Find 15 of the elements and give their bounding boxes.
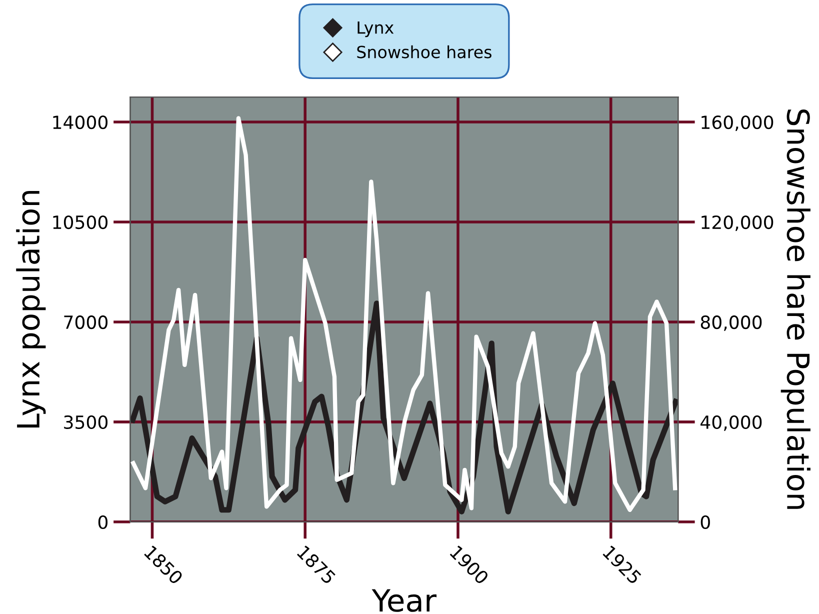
y2-axis-title: Snowshoe hare Population bbox=[780, 110, 810, 509]
legend-label: Lynx bbox=[358, 21, 394, 38]
y-tick-label: 3500 bbox=[64, 415, 108, 430]
y2-tick-label: 120,000 bbox=[702, 215, 774, 231]
legend-label: Snowshoe hares bbox=[357, 45, 492, 58]
y-tick-label: 7000 bbox=[64, 315, 108, 330]
y2-tick-label: 160,000 bbox=[702, 115, 774, 131]
y2-tick-label: 40,000 bbox=[700, 415, 762, 431]
y2-tick-label: 0 bbox=[700, 515, 710, 530]
y-tick-label: 0 bbox=[98, 515, 108, 530]
y-tick-label: 10500 bbox=[53, 215, 108, 230]
y-axis-title: Lynx population bbox=[16, 191, 46, 428]
y2-tick-label: 80,000 bbox=[700, 315, 762, 331]
y-tick-label: 14000 bbox=[53, 115, 108, 130]
x-axis-title: Year bbox=[372, 589, 437, 612]
